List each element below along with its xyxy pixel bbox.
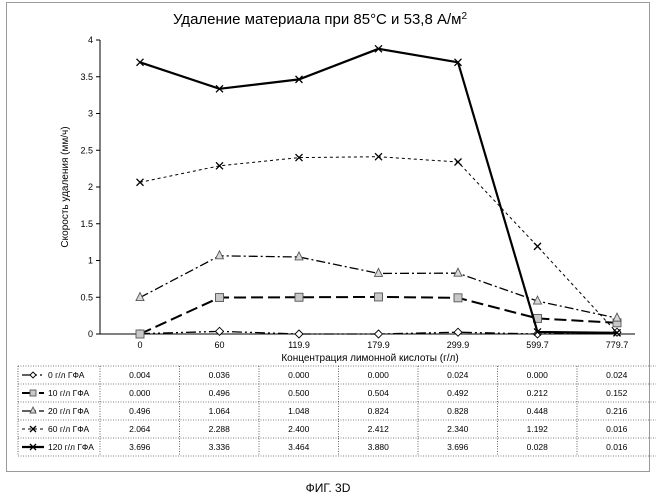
data-point-diamond bbox=[295, 330, 303, 338]
table-cell-value: 0.016 bbox=[606, 424, 628, 434]
table-cell-value: 2.340 bbox=[447, 424, 469, 434]
table-cell-value: 0.024 bbox=[606, 370, 628, 380]
figure-caption: ФИГ. 3D bbox=[0, 481, 656, 495]
data-point-square bbox=[216, 294, 224, 302]
data-point-triangle bbox=[295, 252, 303, 260]
y-tick-label: 2 bbox=[88, 182, 93, 192]
data-point-triangle bbox=[454, 268, 462, 276]
data-point-x bbox=[455, 159, 462, 166]
data-point-diamond bbox=[454, 328, 462, 336]
x-tick-label: 119.9 bbox=[288, 340, 310, 350]
series-line bbox=[140, 49, 617, 333]
data-point-square bbox=[375, 293, 383, 301]
table-cell-value: 0.212 bbox=[527, 388, 549, 398]
table-cell-value: 1.064 bbox=[209, 406, 231, 416]
series-line bbox=[140, 256, 617, 318]
table-cell-value: 0.004 bbox=[129, 370, 151, 380]
table-cell-value: 0.448 bbox=[527, 406, 549, 416]
table-cell-value: 2.400 bbox=[288, 424, 310, 434]
x-tick-label: 599.7 bbox=[526, 340, 549, 350]
series-group bbox=[136, 251, 621, 321]
chart-title-superscript: 2 bbox=[461, 11, 467, 22]
data-point-square bbox=[136, 330, 144, 338]
y-tick-label: 2.5 bbox=[80, 145, 93, 155]
table-cell-value: 0.000 bbox=[527, 370, 549, 380]
x-tick-label: 0 bbox=[137, 340, 142, 350]
table-cell-value: 1.192 bbox=[527, 424, 549, 434]
y-tick-label: 4 bbox=[88, 35, 93, 45]
legend-series-name: 60 г/л ГФА bbox=[48, 424, 89, 434]
data-point-square bbox=[30, 390, 36, 396]
data-point-triangle bbox=[216, 251, 224, 259]
legend-series-name: 20 г/л ГФА bbox=[48, 406, 89, 416]
table-cell-value: 0.016 bbox=[606, 442, 628, 452]
table-cell-value: 0.024 bbox=[447, 370, 469, 380]
data-point-square bbox=[295, 293, 303, 301]
table-cell-value: 3.336 bbox=[209, 442, 231, 452]
table-cell-value: 0.152 bbox=[606, 388, 628, 398]
table-cell-value: 0.496 bbox=[209, 388, 231, 398]
x-tick-label: 179.9 bbox=[367, 340, 390, 350]
legend-series-name: 10 г/л ГФА bbox=[48, 388, 89, 398]
table-cell-value: 3.696 bbox=[129, 442, 151, 452]
data-point-triangle bbox=[30, 407, 36, 413]
x-axis-label: Концентрация лимонной кислоты (г/л) bbox=[281, 353, 458, 364]
data-point-triangle bbox=[613, 313, 621, 321]
legend-series-name: 0 г/л ГФА bbox=[48, 370, 85, 380]
table-cell-value: 0.000 bbox=[368, 370, 390, 380]
series-line bbox=[140, 297, 617, 334]
table-cell-value: 0.496 bbox=[129, 406, 151, 416]
table-cell-value: 0.000 bbox=[129, 388, 151, 398]
table-cell-value: 3.464 bbox=[288, 442, 310, 452]
table-cell-value: 0.492 bbox=[447, 388, 469, 398]
table-cell-value: 3.880 bbox=[368, 442, 390, 452]
legend-series-name: 120 г/л ГФА bbox=[48, 442, 94, 452]
x-tick-label: 60 bbox=[214, 340, 224, 350]
y-tick-label: 0.5 bbox=[80, 292, 93, 302]
table-cell-value: 2.064 bbox=[129, 424, 151, 434]
chart: Удаление материала при 85°С и 53,8 А/м2 … bbox=[0, 0, 656, 478]
x-tick-label: 299.9 bbox=[447, 340, 470, 350]
series-line bbox=[140, 157, 617, 333]
table-cell-value: 0.504 bbox=[368, 388, 390, 398]
series-group bbox=[137, 153, 621, 336]
data-point-x bbox=[375, 153, 382, 160]
table-cell-value: 2.288 bbox=[209, 424, 231, 434]
x-tick-label: 779.7 bbox=[606, 340, 629, 350]
table-cell-value: 0.828 bbox=[447, 406, 469, 416]
y-tick-label: 1.5 bbox=[80, 219, 93, 229]
table-cell-value: 0.000 bbox=[288, 370, 310, 380]
data-point-triangle bbox=[375, 268, 383, 276]
table-cell-value: 0.500 bbox=[288, 388, 310, 398]
y-tick-label: 0 bbox=[88, 329, 93, 339]
table-cell-value: 3.696 bbox=[447, 442, 469, 452]
chart-title: Удаление материала при 85°С и 53,8 А/м2 bbox=[173, 11, 468, 28]
table-cell-value: 0.036 bbox=[209, 370, 231, 380]
data-point-square bbox=[454, 294, 462, 302]
data-point-x bbox=[534, 243, 541, 250]
table-cell-value: 0.028 bbox=[527, 442, 549, 452]
data-point-diamond bbox=[30, 372, 36, 378]
y-tick-label: 1 bbox=[88, 256, 93, 266]
y-tick-label: 3.5 bbox=[80, 72, 93, 82]
y-axis-label: Скорость удаления (мм/ч) bbox=[60, 126, 71, 247]
table-cell-value: 2.412 bbox=[368, 424, 390, 434]
table-cell-value: 0.216 bbox=[606, 406, 628, 416]
data-point-diamond bbox=[375, 330, 383, 338]
y-tick-label: 3 bbox=[88, 109, 93, 119]
table-cell-value: 1.048 bbox=[288, 406, 310, 416]
table-cell-value: 0.824 bbox=[368, 406, 390, 416]
